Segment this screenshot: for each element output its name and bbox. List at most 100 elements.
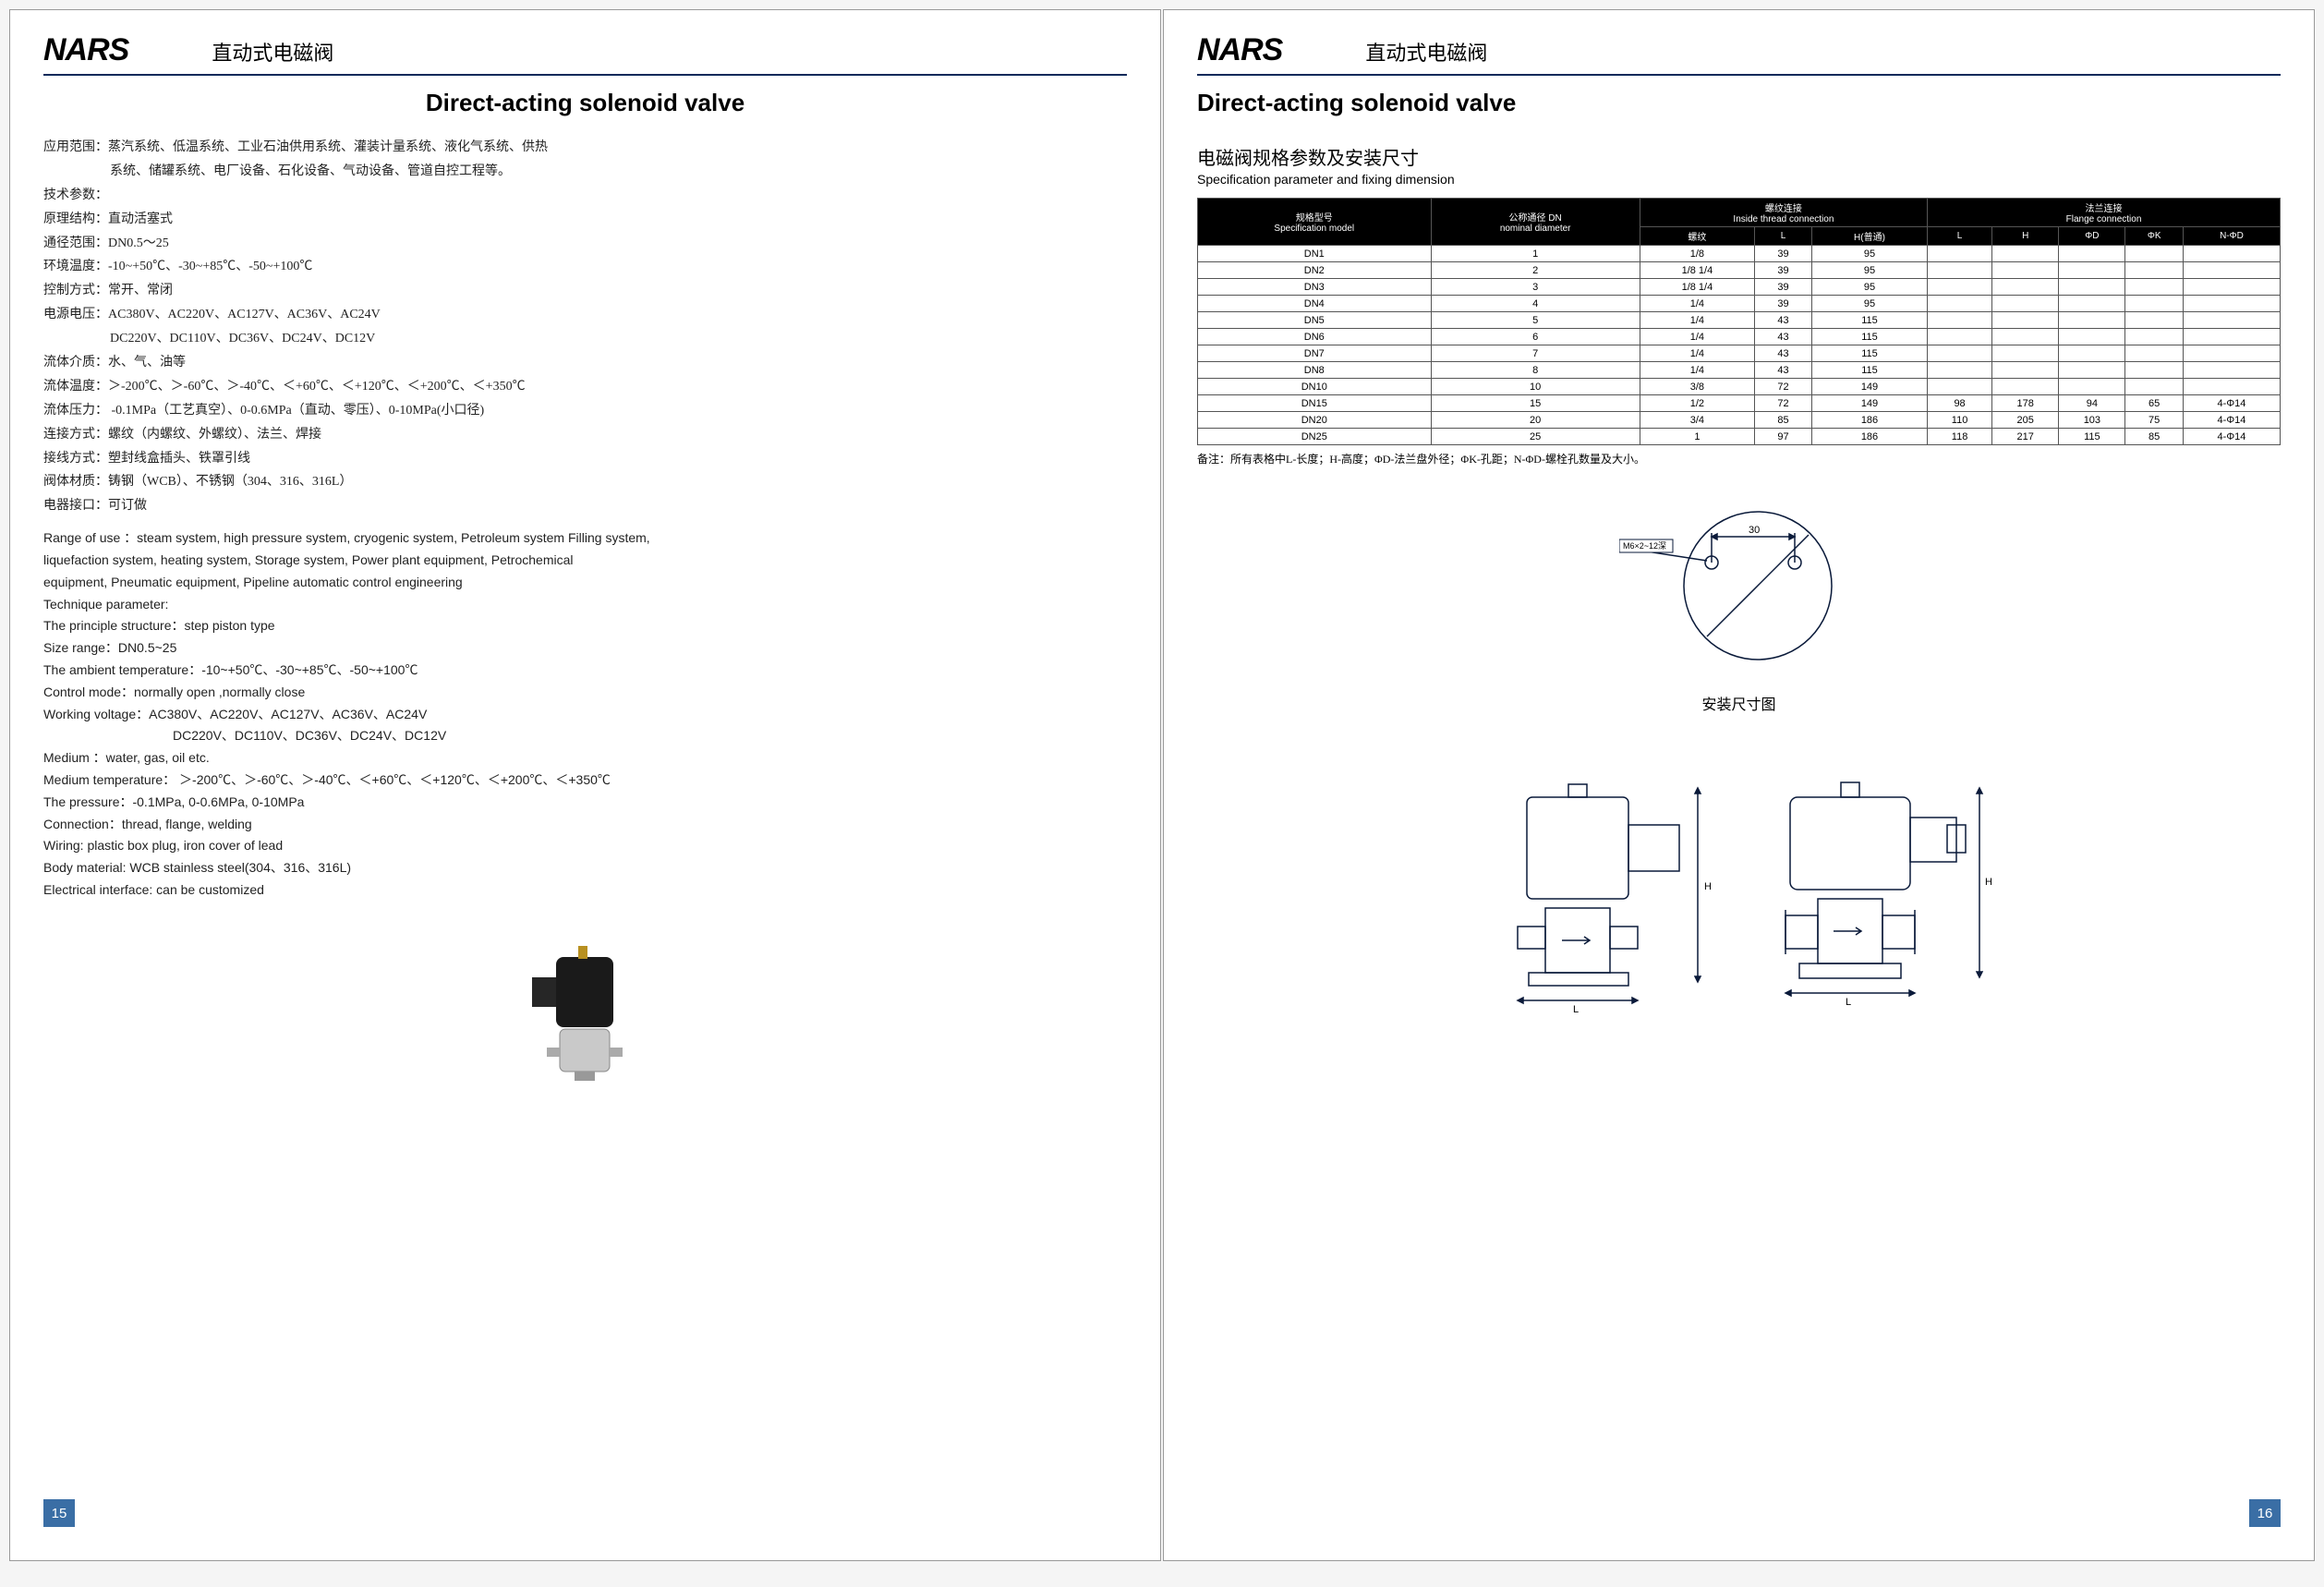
table-cell — [2059, 279, 2125, 296]
table-cell — [2183, 312, 2280, 329]
table-cell: 186 — [1811, 412, 1927, 429]
en-title: Direct-acting solenoid valve — [1197, 89, 2281, 117]
brand-logo: NARS — [43, 32, 128, 68]
table-cell: 8 — [1431, 362, 1640, 379]
cn-spec-block: 应用范围：蒸汽系统、低温系统、工业石油供用系统、灌装计量系统、液化气系统、供热 … — [43, 136, 1127, 518]
svg-text:30: 30 — [1749, 525, 1760, 536]
table-cell: 2 — [1431, 262, 1640, 279]
table-cell — [2125, 296, 2183, 312]
table-cell: 3 — [1431, 279, 1640, 296]
spec-line: 流体压力： -0.1MPa（工艺真空）、0-0.6MPa（直动、零压）、0-10… — [43, 399, 1127, 423]
table-cell: 1/2 — [1640, 395, 1754, 412]
table-cell: 115 — [1811, 329, 1927, 345]
table-cell: 103 — [2059, 412, 2125, 429]
en-title: Direct-acting solenoid valve — [43, 89, 1127, 117]
table-cell: 65 — [2125, 395, 2183, 412]
table-cell: 115 — [1811, 362, 1927, 379]
page-header: NARS 直动式电磁阀 — [43, 32, 1127, 76]
table-cell: 43 — [1755, 362, 1812, 379]
spec-line: Medium ：water, gas, oil etc. — [43, 747, 1127, 769]
spec-line: The ambient temperature：-10~+50℃、-30~+85… — [43, 660, 1127, 682]
spec-table: 规格型号Specification model 公称通径 DNnominal d… — [1197, 198, 2281, 445]
spec-line: Control mode：normally open ,normally clo… — [43, 682, 1127, 704]
spec-line: 技术参数： — [43, 184, 1127, 208]
table-note: 备注：所有表格中L-长度；H-高度；ΦD-法兰盘外径；ΦK-孔距；N-ΦD-螺栓… — [1197, 451, 2281, 466]
svg-text:L: L — [1573, 1004, 1579, 1015]
table-cell: 43 — [1755, 329, 1812, 345]
table-cell — [1928, 345, 1992, 362]
table-row: DN20203/485186110205103754-Φ14 — [1198, 412, 2281, 429]
spec-line: 流体介质：水、气、油等 — [43, 351, 1127, 375]
table-cell: 7 — [1431, 345, 1640, 362]
spec-line: 控制方式：常开、常闭 — [43, 279, 1127, 303]
table-cell: DN20 — [1198, 412, 1432, 429]
table-cell: 1/4 — [1640, 362, 1754, 379]
spec-line: 阀体材质：铸钢（WCB）、不锈钢（304、316、316L） — [43, 470, 1127, 494]
table-cell: 72 — [1755, 379, 1812, 395]
table-cell: 3/8 — [1640, 379, 1754, 395]
spec-line: liquefaction system, heating system, Sto… — [43, 550, 1127, 572]
table-cell — [2059, 345, 2125, 362]
table-row: DN15151/2721499817894654-Φ14 — [1198, 395, 2281, 412]
spec-line: Range of use ：steam system, high pressur… — [43, 527, 1127, 550]
spec-line: 连接方式：螺纹（内螺纹、外螺纹）、法兰、焊接 — [43, 423, 1127, 447]
spec-line: Working voltage：AC380V、AC220V、AC127V、AC3… — [43, 704, 1127, 726]
table-cell: 94 — [2059, 395, 2125, 412]
table-cell — [1992, 262, 2059, 279]
table-cell: 217 — [1992, 429, 2059, 445]
section-title-en: Specification parameter and fixing dimen… — [1197, 172, 2281, 187]
table-cell: DN3 — [1198, 279, 1432, 296]
table-cell: 4 — [1431, 296, 1640, 312]
table-cell: 1/4 — [1640, 312, 1754, 329]
cn-title: 直动式电磁阀 — [212, 37, 333, 67]
table-cell: 85 — [1755, 412, 1812, 429]
table-cell: 4-Φ14 — [2183, 412, 2280, 429]
cn-title: 直动式电磁阀 — [1365, 37, 1487, 67]
table-cell: 1/8 — [1640, 246, 1754, 262]
table-cell: DN25 — [1198, 429, 1432, 445]
table-cell — [1992, 312, 2059, 329]
table-head: 规格型号Specification model 公称通径 DNnominal d… — [1198, 199, 2281, 246]
table-cell — [2183, 296, 2280, 312]
spec-line: Technique parameter: — [43, 594, 1127, 616]
table-cell — [2183, 262, 2280, 279]
table-cell — [1928, 379, 1992, 395]
table-cell — [1992, 246, 2059, 262]
table-cell: DN6 — [1198, 329, 1432, 345]
table-cell: 72 — [1755, 395, 1812, 412]
spec-line: 应用范围：蒸汽系统、低温系统、工业石油供用系统、灌装计量系统、液化气系统、供热 — [43, 136, 1127, 160]
install-diagram-right-icon: L H — [1749, 760, 1998, 1019]
table-cell — [1928, 362, 1992, 379]
table-cell — [2125, 279, 2183, 296]
table-cell: DN4 — [1198, 296, 1432, 312]
page-number: 15 — [43, 1499, 75, 1527]
table-cell — [2183, 246, 2280, 262]
table-cell: 115 — [1811, 345, 1927, 362]
svg-text:M6×2~12深: M6×2~12深 — [1623, 541, 1666, 551]
table-cell — [1928, 262, 1992, 279]
table-cell: 98 — [1928, 395, 1992, 412]
table-cell: 43 — [1755, 312, 1812, 329]
table-cell: 5 — [1431, 312, 1640, 329]
table-cell: 95 — [1811, 296, 1927, 312]
table-row: DN331/8 1/43995 — [1198, 279, 2281, 296]
spec-line: DC220V、DC110V、DC36V、DC24V、DC12V — [43, 327, 1127, 351]
table-cell — [1992, 345, 2059, 362]
table-row: DN111/83995 — [1198, 246, 2281, 262]
svg-text:H: H — [1985, 877, 1992, 888]
spec-line: Connection：thread, flange, welding — [43, 814, 1127, 836]
table-row: DN10103/872149 — [1198, 379, 2281, 395]
table-cell — [2059, 296, 2125, 312]
table-cell — [2059, 312, 2125, 329]
spec-line: Medium temperature： ＞-200℃、＞-60℃、＞-40℃、＜… — [43, 769, 1127, 792]
spec-line: DC220V、DC110V、DC36V、DC24V、DC12V — [43, 725, 1127, 747]
table-cell — [2059, 379, 2125, 395]
brand-logo: NARS — [1197, 32, 1282, 68]
table-cell — [2183, 279, 2280, 296]
table-cell: DN7 — [1198, 345, 1432, 362]
table-cell — [2059, 362, 2125, 379]
table-cell: 15 — [1431, 395, 1640, 412]
spec-line: Body material: WCB stainless steel(304、3… — [43, 857, 1127, 879]
spec-line: Electrical interface: can be customized — [43, 879, 1127, 902]
table-cell: 1/8 1/4 — [1640, 279, 1754, 296]
